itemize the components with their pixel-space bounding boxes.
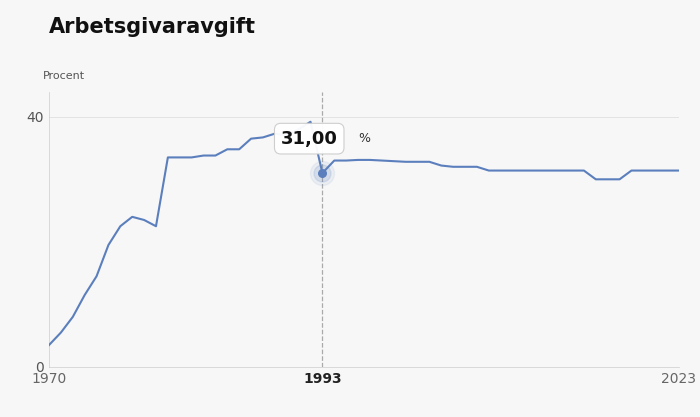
Point xyxy=(317,170,328,176)
Text: %: % xyxy=(358,132,370,145)
Point xyxy=(317,170,328,176)
Point xyxy=(317,170,328,176)
Text: Arbetsgivaravgift: Arbetsgivaravgift xyxy=(49,17,256,37)
Text: Procent: Procent xyxy=(43,71,85,81)
Text: 31,00: 31,00 xyxy=(281,130,337,148)
